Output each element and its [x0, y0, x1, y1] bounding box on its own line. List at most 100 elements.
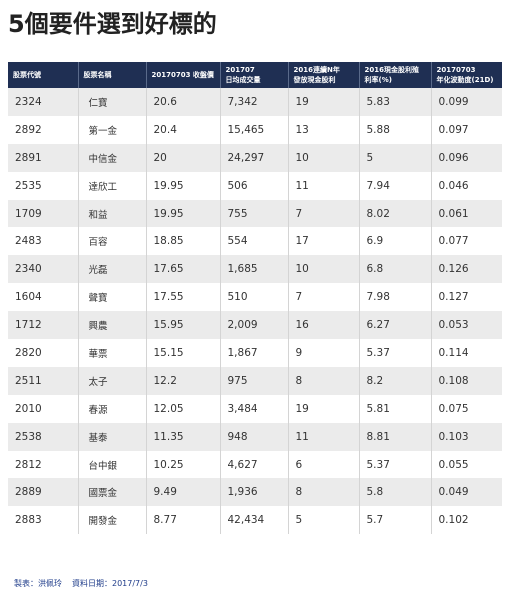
cell-dividend-years: 5 — [288, 506, 360, 535]
cell-dividend-years: 13 — [288, 115, 360, 144]
table-row: 2820 華票 15.15 1,867 9 5.37 0.114 — [8, 339, 502, 367]
header-line: 發放現金股利 — [293, 76, 336, 84]
table-row: 1712 興農 15.95 2,009 16 6.27 0.053 — [8, 311, 502, 340]
cell-volatility: 0.103 — [431, 422, 502, 451]
header-avg-volume: 201707 日均成交量 — [220, 62, 289, 88]
cell-dividend-years: 11 — [288, 171, 360, 200]
table-row: 2483 百容 18.85 554 17 6.9 0.077 — [8, 227, 502, 256]
stock-table: 股票代號 股票名稱 20170703 收盤價 201707 日均成交量 2016連續N年發… — [8, 62, 502, 535]
table-row: 2511 太子 12.2 975 8 8.2 0.108 — [8, 366, 502, 395]
header-line: 年化波動度(21D) — [436, 76, 494, 84]
cell-stock-code: 2535 — [8, 171, 79, 200]
cell-dividend-yield: 5.37 — [359, 450, 432, 479]
cell-close-price: 15.15 — [146, 339, 221, 367]
cell-dividend-yield: 5.88 — [359, 115, 432, 144]
table-row: 2892 第一金 20.4 15,465 13 5.88 0.097 — [8, 115, 502, 144]
cell-stock-code: 2010 — [8, 394, 79, 423]
cell-dividend-years: 7 — [288, 199, 360, 228]
header-line: 20170703 收盤價 — [151, 71, 214, 79]
cell-close-price: 17.65 — [146, 255, 221, 284]
cell-close-price: 10.25 — [146, 450, 221, 479]
table-row: 1604 聲寶 17.55 510 7 7.98 0.127 — [8, 283, 502, 312]
cell-volatility: 0.099 — [431, 88, 502, 116]
stock-table-container: 股票代號 股票名稱 20170703 收盤價 201707 日均成交量 2016連續N年發… — [8, 62, 502, 535]
header-line: 股票名稱 — [83, 71, 112, 79]
table-row: 1709 和益 19.95 755 7 8.02 0.061 — [8, 199, 502, 228]
header-line: 2016連續N年 — [293, 66, 340, 74]
table-row: 2883 開發金 8.77 42,434 5 5.7 0.102 — [8, 506, 502, 535]
cell-dividend-years: 8 — [288, 478, 360, 507]
cell-close-price: 12.2 — [146, 366, 221, 395]
cell-dividend-years: 10 — [288, 143, 360, 172]
cell-dividend-yield: 5.83 — [359, 88, 432, 116]
cell-dividend-years: 19 — [288, 88, 360, 116]
cell-stock-name: 華票 — [78, 339, 147, 367]
header-line: 2016現金股利殖 — [364, 66, 419, 74]
cell-stock-name: 光磊 — [78, 255, 147, 284]
cell-stock-code: 2892 — [8, 115, 79, 144]
cell-dividend-yield: 8.2 — [359, 366, 432, 395]
cell-stock-name: 春源 — [78, 394, 147, 423]
header-stock-name: 股票名稱 — [78, 62, 147, 88]
header-dividend-years: 2016連續N年 發放現金股利 — [288, 62, 360, 88]
cell-dividend-yield: 6.9 — [359, 227, 432, 256]
cell-dividend-years: 6 — [288, 450, 360, 479]
cell-dividend-yield: 7.94 — [359, 171, 432, 200]
cell-stock-code: 1712 — [8, 311, 79, 340]
cell-stock-code: 2891 — [8, 143, 79, 172]
cell-stock-name: 開發金 — [78, 506, 147, 535]
cell-stock-name: 第一金 — [78, 115, 147, 144]
cell-volatility: 0.053 — [431, 311, 502, 340]
cell-close-price: 15.95 — [146, 311, 221, 340]
cell-stock-code: 2812 — [8, 450, 79, 479]
cell-dividend-yield: 5.8 — [359, 478, 432, 507]
cell-volatility: 0.126 — [431, 255, 502, 284]
cell-avg-volume: 3,484 — [220, 394, 289, 423]
cell-dividend-years: 17 — [288, 227, 360, 256]
cell-stock-code: 2324 — [8, 88, 79, 116]
cell-stock-name: 仁寶 — [78, 88, 147, 116]
cell-avg-volume: 4,627 — [220, 450, 289, 479]
cell-avg-volume: 7,342 — [220, 88, 289, 116]
cell-close-price: 20.4 — [146, 115, 221, 144]
table-row: 2340 光磊 17.65 1,685 10 6.8 0.126 — [8, 255, 502, 284]
cell-stock-name: 太子 — [78, 366, 147, 395]
cell-avg-volume: 1,936 — [220, 478, 289, 507]
cell-stock-code: 1709 — [8, 199, 79, 228]
cell-avg-volume: 24,297 — [220, 143, 289, 172]
cell-dividend-yield: 7.98 — [359, 283, 432, 312]
cell-dividend-yield: 5.37 — [359, 339, 432, 367]
cell-stock-name: 聲寶 — [78, 283, 147, 312]
table-row: 2891 中信金 20 24,297 10 5 0.096 — [8, 143, 502, 172]
cell-avg-volume: 1,685 — [220, 255, 289, 284]
cell-stock-code: 2538 — [8, 422, 79, 451]
header-line: 股票代號 — [13, 71, 41, 79]
cell-stock-name: 國票金 — [78, 478, 147, 507]
cell-dividend-yield: 8.02 — [359, 199, 432, 228]
cell-close-price: 9.49 — [146, 478, 221, 507]
cell-close-price: 19.95 — [146, 199, 221, 228]
table-row: 2535 達欣工 19.95 506 11 7.94 0.046 — [8, 171, 502, 200]
cell-avg-volume: 948 — [220, 422, 289, 451]
cell-avg-volume: 554 — [220, 227, 289, 256]
cell-close-price: 11.35 — [146, 422, 221, 451]
cell-close-price: 8.77 — [146, 506, 221, 535]
cell-avg-volume: 42,434 — [220, 506, 289, 535]
cell-dividend-years: 19 — [288, 394, 360, 423]
cell-stock-code: 2883 — [8, 506, 79, 535]
header-line: 日均成交量 — [225, 76, 261, 84]
cell-stock-name: 達欣工 — [78, 171, 147, 200]
cell-volatility: 0.102 — [431, 506, 502, 535]
header-row: 股票代號 股票名稱 20170703 收盤價 201707 日均成交量 2016連續N年發… — [8, 62, 502, 88]
cell-avg-volume: 975 — [220, 366, 289, 395]
cell-dividend-yield: 6.27 — [359, 311, 432, 340]
cell-avg-volume: 510 — [220, 283, 289, 312]
cell-stock-name: 和益 — [78, 199, 147, 228]
table-footer: 製表：洪佩玲 資料日期：2017/7/3 — [14, 578, 148, 589]
table-row: 2538 基泰 11.35 948 11 8.81 0.103 — [8, 422, 502, 451]
header-dividend-yield: 2016現金股利殖 利率(%) — [359, 62, 432, 88]
cell-dividend-years: 11 — [288, 422, 360, 451]
cell-volatility: 0.108 — [431, 366, 502, 395]
cell-avg-volume: 755 — [220, 199, 289, 228]
cell-stock-code: 2511 — [8, 366, 79, 395]
